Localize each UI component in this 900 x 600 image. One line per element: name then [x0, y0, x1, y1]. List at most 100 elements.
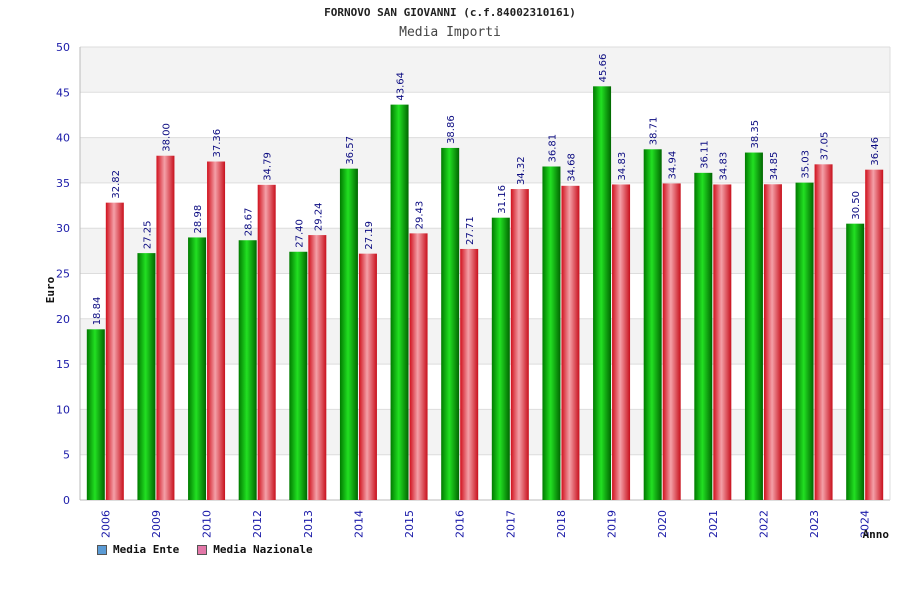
data-label: 35.03: [801, 150, 812, 179]
x-tick-label: 2014: [352, 510, 365, 538]
bar-media-nazionale: [763, 184, 782, 500]
y-tick-label: 10: [56, 403, 70, 416]
data-label: 30.50: [851, 191, 862, 220]
x-tick-label: 2021: [707, 510, 720, 538]
data-label: 37.05: [820, 132, 831, 161]
data-label: 34.32: [516, 156, 527, 185]
bar-media-nazionale: [865, 169, 884, 500]
data-label: 34.94: [668, 151, 679, 180]
x-tick-label: 2022: [757, 510, 770, 538]
x-tick-label: 2010: [201, 510, 214, 538]
data-labels: 18.84 32.82 27.25 38.00 28.98 37.36 28.67 34.79…: [92, 54, 881, 326]
data-label: 27.40: [294, 219, 305, 248]
bar-media-ente: [593, 86, 612, 500]
data-label: 38.86: [446, 115, 457, 144]
bar-media-nazionale: [460, 248, 479, 500]
data-label: 34.79: [263, 152, 274, 181]
bar-media-nazionale: [207, 161, 226, 500]
data-label: 18.84: [92, 297, 103, 326]
data-label: 34.83: [617, 152, 628, 181]
x-tick-label: 2015: [403, 510, 416, 538]
bar-media-ente: [390, 104, 409, 501]
data-label: 29.24: [313, 202, 324, 231]
data-label: 37.36: [212, 129, 223, 158]
legend-item-ente: Media Ente: [97, 543, 179, 556]
y-tick-label: 5: [63, 449, 70, 462]
data-label: 28.98: [193, 205, 204, 234]
bar-media-nazionale: [662, 183, 681, 500]
bar-media-nazionale: [156, 155, 175, 500]
y-tick-label: 20: [56, 313, 70, 326]
x-tick-label: 2009: [150, 510, 163, 538]
data-label: 28.67: [244, 208, 255, 237]
bar-media-nazionale: [814, 164, 833, 500]
bar-media-ente: [441, 147, 460, 500]
data-label: 29.43: [415, 201, 426, 230]
x-tick-label: 2006: [99, 510, 112, 538]
legend-label-nazionale: Media Nazionale: [213, 543, 313, 556]
data-label: 38.35: [750, 120, 761, 149]
bar-media-nazionale: [561, 185, 580, 500]
data-label: 36.11: [699, 140, 710, 169]
bar-media-ente: [744, 152, 763, 500]
bar-media-ente: [795, 182, 814, 500]
bar-media-nazionale: [409, 233, 428, 500]
data-label: 38.00: [161, 123, 172, 152]
bar-media-ente: [137, 253, 156, 500]
x-tick-label: 2020: [656, 510, 669, 538]
bar-media-ente: [289, 251, 308, 500]
x-tick-label: 2012: [251, 510, 264, 538]
x-tick-label: 2024: [859, 510, 872, 538]
data-label: 32.82: [111, 170, 122, 199]
bar-media-nazionale: [358, 253, 377, 500]
bar-media-ente: [339, 168, 358, 501]
chart-subtitle: Media Importi: [399, 25, 501, 40]
data-label: 36.46: [870, 137, 881, 166]
bar-media-ente: [643, 149, 662, 500]
y-tick-label: 35: [56, 177, 70, 190]
bar-media-ente: [188, 237, 207, 500]
legend-swatch-nazionale: [197, 544, 208, 555]
legend-label-ente: Media Ente: [113, 543, 180, 556]
data-label: 27.19: [364, 221, 375, 250]
data-label: 34.83: [718, 152, 729, 181]
x-tick-label: 2013: [302, 510, 315, 538]
data-label: 27.25: [142, 220, 153, 249]
y-tick-label: 15: [56, 358, 70, 371]
plot-band: [80, 92, 890, 138]
x-axis-label: Anno: [863, 528, 890, 541]
data-label: 34.68: [566, 153, 577, 182]
bar-media-nazionale: [612, 184, 631, 501]
tick-labels: 0 5 10 15 20 25 30 35 40 45 50 2006 2009 2010 2012 2013…: [56, 41, 872, 538]
legend-item-nazionale: Media Nazionale: [197, 543, 313, 556]
bar-media-nazionale: [257, 184, 276, 500]
data-label: 38.71: [649, 117, 660, 146]
data-label: 43.64: [396, 72, 407, 101]
y-tick-label: 50: [56, 41, 70, 54]
data-label: 45.66: [598, 54, 609, 83]
data-label: 31.16: [497, 185, 508, 214]
x-tick-label: 2016: [454, 510, 467, 538]
x-tick-label: 2019: [606, 510, 619, 538]
legend-swatch-ente: [97, 544, 107, 555]
bar-media-nazionale: [308, 235, 327, 500]
bar-media-ente: [542, 166, 561, 500]
bar-media-nazionale: [105, 202, 124, 500]
y-tick-label: 25: [56, 268, 70, 281]
x-tick-label: 2018: [555, 510, 568, 538]
y-tick-label: 45: [56, 86, 70, 99]
bar-media-ente: [238, 240, 257, 500]
x-tick-label: 2023: [808, 510, 821, 538]
bar-media-ente: [491, 217, 510, 500]
data-label: 27.71: [465, 216, 476, 245]
bars: [86, 86, 884, 501]
data-label: 36.57: [345, 136, 356, 165]
data-label: 34.85: [769, 152, 780, 181]
chart-title: FORNOVO SAN GIOVANNI (c.f.84002310161): [324, 6, 576, 19]
y-axis-label: Euro: [44, 276, 57, 303]
y-tick-label: 0: [63, 494, 70, 507]
legend: Media Ente Media Nazionale: [97, 543, 313, 556]
bar-media-ente: [86, 329, 105, 500]
y-tick-label: 30: [56, 222, 70, 235]
